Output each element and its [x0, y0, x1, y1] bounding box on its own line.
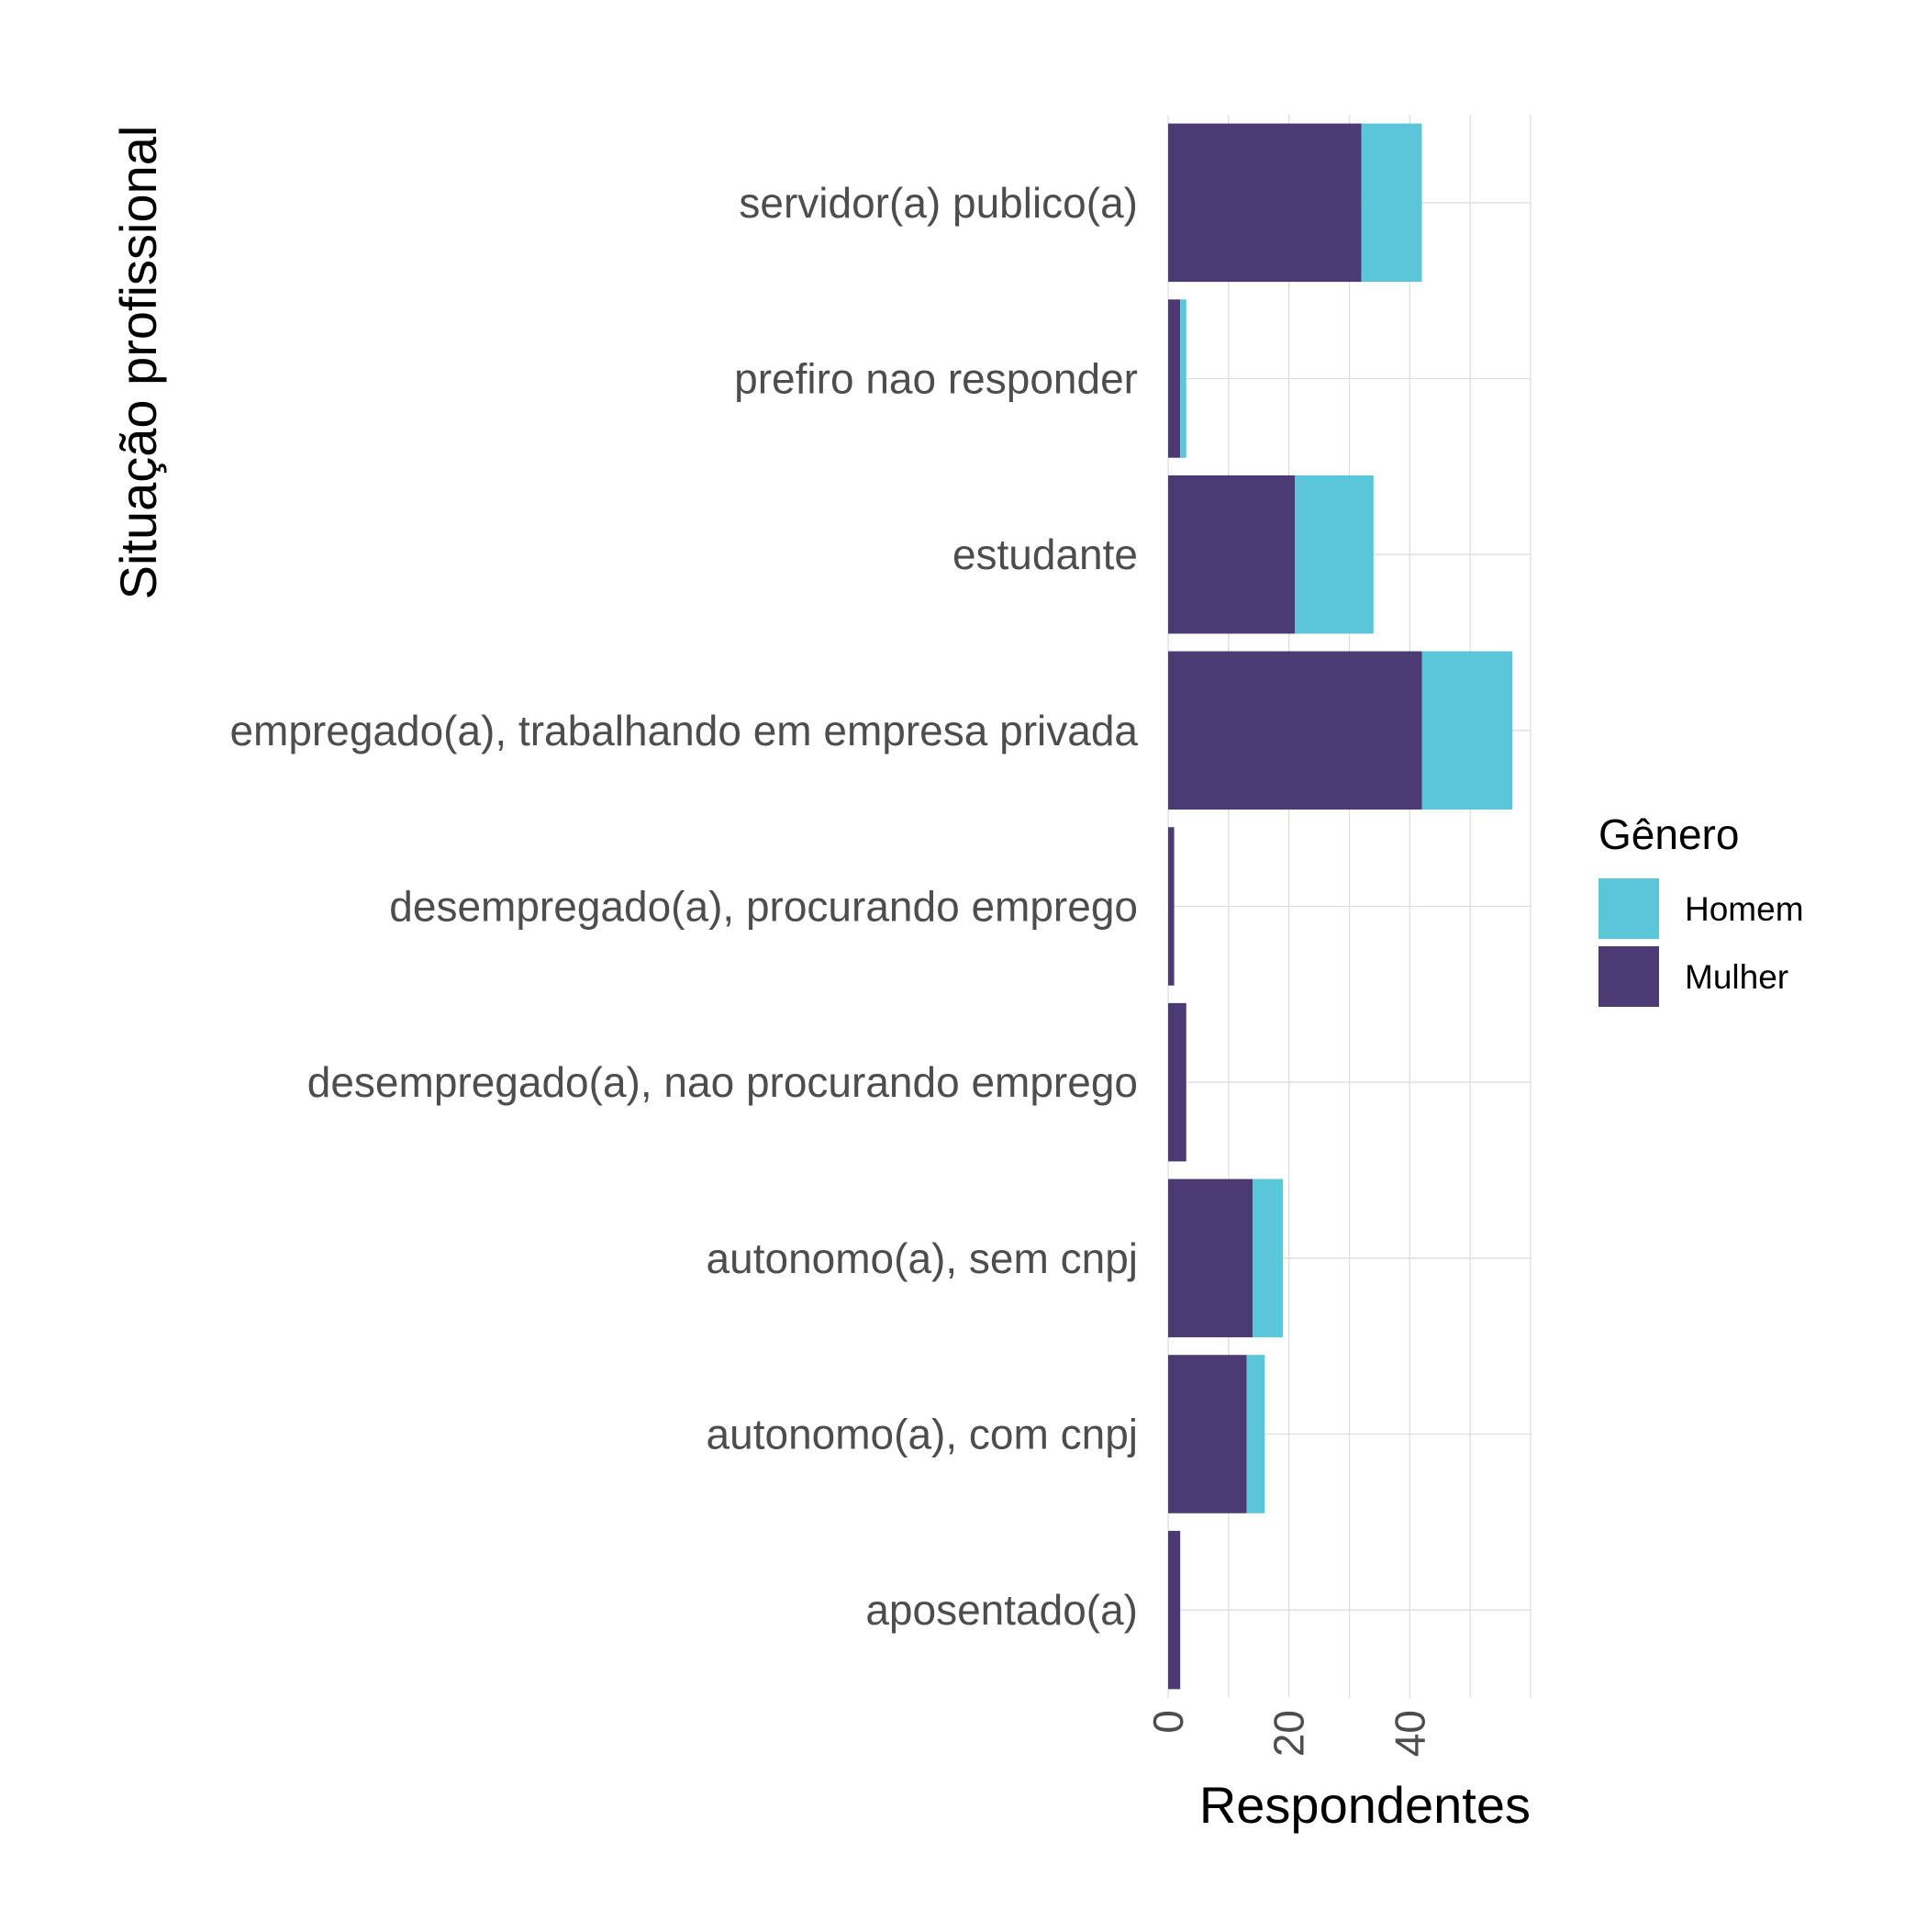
legend-key-mulher: [1598, 946, 1659, 1007]
bar-mulher: [1168, 827, 1175, 986]
legend-key-homem: [1598, 878, 1659, 939]
category-label: empregado(a), trabalhando em empresa pri…: [229, 707, 1138, 754]
x-axis-title: Respondentes: [1199, 1776, 1531, 1834]
category-label: prefiro nao responder: [734, 355, 1138, 403]
y-axis-title: Situação profissional: [109, 126, 167, 600]
legend-label: Mulher: [1685, 958, 1788, 996]
x-tick-label: 0: [1144, 1710, 1192, 1734]
bar-homem: [1421, 651, 1513, 810]
legend-title: Gênero: [1598, 810, 1739, 858]
category-label: servidor(a) publico(a): [739, 179, 1138, 227]
category-label: desempregado(a), nao procurando emprego: [307, 1058, 1138, 1106]
category-label: aposentado(a): [865, 1586, 1138, 1634]
bar-mulher: [1168, 1530, 1181, 1690]
bar-mulher: [1168, 1178, 1253, 1338]
x-axis-tick-labels: 0 20 40: [1144, 1710, 1433, 1757]
bar-mulher: [1168, 1355, 1247, 1513]
x-tick-label: 40: [1386, 1710, 1433, 1757]
category-label: autonomo(a), sem cnpj: [707, 1234, 1138, 1282]
bar-homem: [1180, 299, 1186, 458]
bar-mulher: [1168, 1002, 1186, 1162]
bar-mulher: [1168, 651, 1422, 810]
y-axis-tick-labels: servidor(a) publico(a) prefiro nao respon…: [229, 179, 1138, 1634]
category-label: estudante: [952, 530, 1138, 578]
bar-mulher: [1168, 123, 1362, 283]
bar-mulher: [1168, 475, 1296, 634]
bars: [1168, 123, 1513, 1690]
category-label: autonomo(a), com cnpj: [707, 1411, 1138, 1458]
legend-items: Homem Mulher: [1598, 878, 1804, 1007]
bar-mulher: [1168, 299, 1181, 458]
bar-homem: [1246, 1355, 1265, 1513]
bar-homem: [1253, 1178, 1284, 1338]
bar-homem: [1295, 475, 1374, 634]
category-label: desempregado(a), procurando emprego: [389, 883, 1138, 931]
x-tick-label: 20: [1265, 1710, 1313, 1757]
bar-homem: [1361, 123, 1422, 283]
legend-label: Homem: [1685, 890, 1804, 928]
legend: Gênero Homem Mulher: [1598, 810, 1804, 1007]
